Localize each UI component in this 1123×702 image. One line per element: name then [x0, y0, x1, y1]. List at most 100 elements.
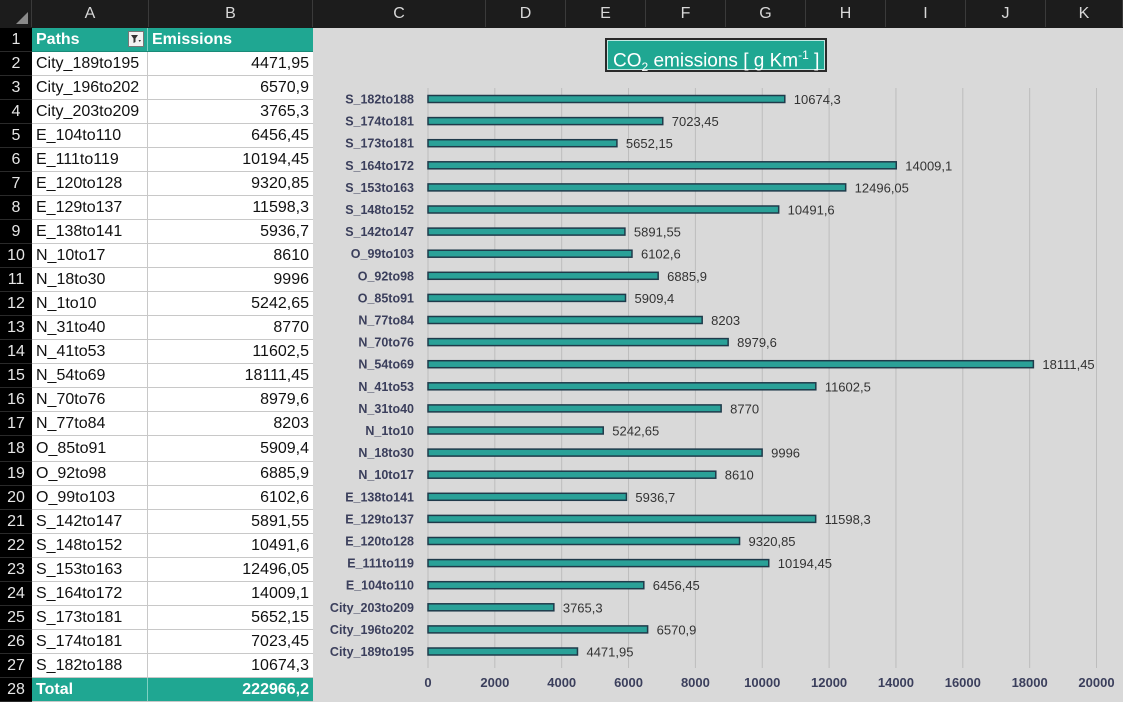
cell-a24[interactable]: S_164to172	[32, 582, 148, 605]
cell-a21[interactable]: S_142to147	[32, 510, 148, 533]
cell-a25[interactable]: S_173to181	[32, 606, 148, 629]
cell-a28[interactable]: Total	[32, 678, 148, 701]
bar-s-182to188[interactable]	[427, 94, 786, 104]
row-header-3[interactable]: 3	[0, 76, 32, 100]
row-header-20[interactable]: 20	[0, 486, 32, 510]
cell-a3[interactable]: City_196to202	[32, 76, 148, 99]
cell-b22[interactable]: 10491,6	[251, 536, 309, 554]
cell-a14[interactable]: N_41to53	[32, 340, 148, 363]
cell-b21[interactable]: 5891,55	[251, 512, 309, 530]
cell-b12[interactable]: 5242,65	[251, 294, 309, 312]
cell-b28[interactable]: 222966,2	[242, 680, 309, 698]
cell-b18[interactable]: 5909,4	[260, 439, 309, 457]
cell-b17[interactable]: 8203	[273, 414, 309, 432]
cell-a6[interactable]: E_111to119	[32, 148, 148, 171]
row-header-15[interactable]: 15	[0, 364, 32, 388]
cell-a2[interactable]: City_189to195	[32, 52, 148, 75]
cell-a8[interactable]: E_129to137	[32, 196, 148, 219]
emissions-chart[interactable]: CO2 emissions [ g Km-1 ] 0 2000 4000 6000 80…	[313, 28, 1123, 702]
bar-n-10to17[interactable]	[427, 470, 717, 479]
bar-n-18to30[interactable]	[427, 448, 763, 457]
bar-s-164to172[interactable]	[427, 161, 898, 170]
row-header-4[interactable]: 4	[0, 100, 32, 124]
cell-b19[interactable]: 6885,9	[260, 464, 309, 482]
cell-a12[interactable]: N_1to10	[32, 292, 148, 315]
cell-b4[interactable]: 3765,3	[260, 102, 309, 120]
bar-city-196to202[interactable]	[427, 625, 649, 634]
row-header-28[interactable]: 28	[0, 678, 32, 702]
cell-b2[interactable]: 4471,95	[251, 54, 309, 72]
cell-a15[interactable]: N_54to69	[32, 364, 148, 387]
cell-b26[interactable]: 7023,45	[251, 632, 309, 650]
row-header-1[interactable]: 1	[0, 28, 32, 52]
cell-a1[interactable]: Paths	[32, 28, 148, 51]
column-header-h[interactable]: H	[806, 0, 886, 27]
cell-b11[interactable]: 9996	[273, 270, 309, 288]
bar-s-148to152[interactable]	[427, 205, 780, 214]
cell-b6[interactable]: 10194,45	[242, 150, 309, 168]
cell-a7[interactable]: E_120to128	[32, 172, 148, 195]
row-header-12[interactable]: 12	[0, 292, 32, 316]
row-header-27[interactable]: 27	[0, 654, 32, 678]
cell-b20[interactable]: 6102,6	[260, 488, 309, 506]
cell-a26[interactable]: S_174to181	[32, 630, 148, 653]
row-header-25[interactable]: 25	[0, 606, 32, 630]
cell-b9[interactable]: 5936,7	[260, 222, 309, 240]
bar-s-142to147[interactable]	[427, 227, 626, 236]
bar-n-31to40[interactable]	[427, 404, 722, 413]
row-header-18[interactable]: 18	[0, 436, 32, 462]
cell-b25[interactable]: 5652,15	[251, 608, 309, 626]
cell-a20[interactable]: O_99to103	[32, 486, 148, 509]
row-header-2[interactable]: 2	[0, 52, 32, 76]
cell-a23[interactable]: S_153to163	[32, 558, 148, 581]
row-header-16[interactable]: 16	[0, 388, 32, 412]
bar-e-120to128[interactable]	[427, 536, 741, 546]
cell-b14[interactable]: 11602,5	[252, 342, 309, 360]
cell-b15[interactable]: 18111,45	[244, 366, 309, 384]
cell-a17[interactable]: N_77to84	[32, 412, 148, 435]
bar-e-111to119[interactable]	[427, 558, 770, 568]
bar-o-99to103[interactable]	[427, 249, 633, 258]
column-header-g[interactable]: G	[726, 0, 806, 27]
row-header-5[interactable]: 5	[0, 124, 32, 148]
cell-a27[interactable]: S_182to188	[32, 654, 148, 677]
cell-a13[interactable]: N_31to40	[32, 316, 148, 339]
cell-a10[interactable]: N_10to17	[32, 244, 148, 267]
cell-b5[interactable]: 6456,45	[251, 126, 309, 144]
row-header-11[interactable]: 11	[0, 268, 32, 292]
column-header-c[interactable]: C	[313, 0, 486, 27]
cell-b16[interactable]: 8979,6	[260, 390, 309, 408]
row-header-24[interactable]: 24	[0, 582, 32, 606]
column-header-d[interactable]: D	[486, 0, 566, 27]
cell-a5[interactable]: E_104to110	[32, 124, 148, 147]
cell-b1[interactable]: Emissions	[152, 30, 233, 48]
row-header-26[interactable]: 26	[0, 630, 32, 654]
cell-a4[interactable]: City_203to209	[32, 100, 148, 123]
cell-a22[interactable]: S_148to152	[32, 534, 148, 557]
cell-a9[interactable]: E_138to141	[32, 220, 148, 243]
chart-title[interactable]: CO2 emissions [ g Km-1 ]	[605, 38, 828, 74]
column-header-a[interactable]: A	[32, 0, 149, 27]
cell-b8[interactable]: 11598,3	[252, 198, 309, 216]
cell-b24[interactable]: 14009,1	[251, 584, 309, 602]
row-header-8[interactable]: 8	[0, 196, 32, 220]
cell-b3[interactable]: 6570,9	[260, 78, 309, 96]
row-header-23[interactable]: 23	[0, 558, 32, 582]
cell-b10[interactable]: 8610	[273, 246, 309, 264]
bar-s-153to163[interactable]	[427, 183, 847, 192]
row-header-17[interactable]: 17	[0, 412, 32, 436]
bar-s-174to181[interactable]	[427, 116, 664, 126]
row-header-9[interactable]: 9	[0, 220, 32, 244]
column-header-b[interactable]: B	[149, 0, 313, 27]
bar-n-1to10[interactable]	[427, 426, 604, 435]
bar-n-54to69[interactable]	[427, 359, 1035, 369]
row-header-7[interactable]: 7	[0, 172, 32, 196]
row-header-14[interactable]: 14	[0, 340, 32, 364]
column-header-i[interactable]: I	[886, 0, 966, 27]
row-header-19[interactable]: 19	[0, 462, 32, 486]
cell-a11[interactable]: N_18to30	[32, 268, 148, 291]
bar-e-104to110[interactable]	[427, 580, 645, 590]
bar-city-203to209[interactable]	[427, 603, 555, 612]
bar-n-41to53[interactable]	[427, 382, 817, 391]
cell-b27[interactable]: 10674,3	[251, 656, 309, 674]
